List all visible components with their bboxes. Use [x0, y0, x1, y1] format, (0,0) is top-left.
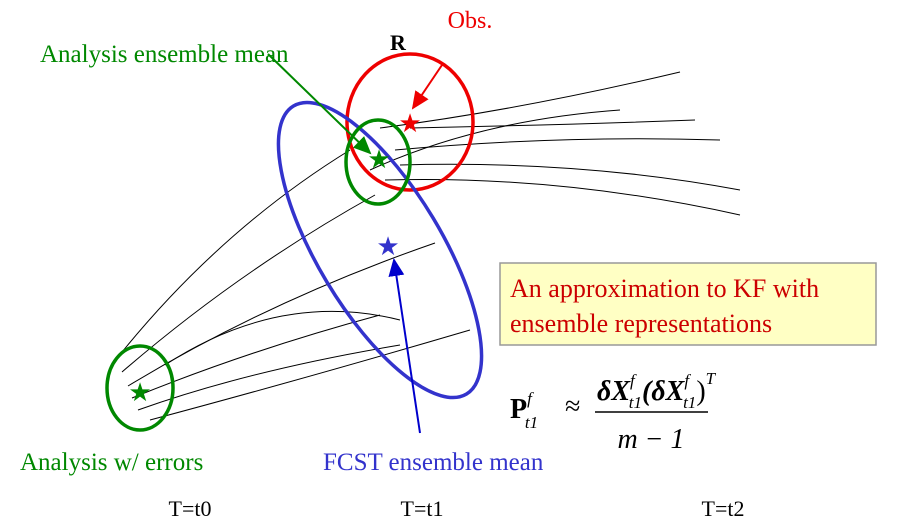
- denominator: m − 1: [617, 424, 684, 455]
- obs-label: Obs.: [448, 8, 493, 34]
- note-line: An approximation to KF with: [510, 274, 819, 303]
- fcst-arrow: [388, 258, 421, 434]
- sym: P: [510, 394, 527, 425]
- approx: ≈: [565, 391, 580, 422]
- sub: t1: [525, 413, 538, 432]
- r-label: R: [390, 30, 407, 55]
- svg-text:★: ★: [376, 232, 399, 261]
- svg-text:★: ★: [128, 378, 151, 407]
- time-label: T=t0: [169, 496, 212, 521]
- sup: T: [706, 369, 717, 388]
- svg-text:★: ★: [367, 145, 390, 174]
- sub: t1: [629, 393, 642, 412]
- sym: δX: [597, 376, 631, 407]
- fcst-mean-label: FCST ensemble mean: [323, 449, 544, 476]
- analysis-ellipse: [344, 118, 412, 206]
- initial-ellipse: [105, 344, 175, 432]
- fcst-ellipse: [276, 100, 484, 400]
- note-box: [499, 262, 877, 346]
- analysis-errors-label: Analysis w/ errors: [20, 449, 203, 476]
- sym: (δX: [642, 376, 686, 407]
- sup: f: [684, 371, 691, 390]
- sup: f: [527, 389, 534, 408]
- formula-lhs: Pf t1: [510, 389, 538, 432]
- stars: ★ ★ ★ ★: [128, 109, 421, 407]
- note-line: ensemble representations: [510, 309, 772, 338]
- mean-arrow: [267, 53, 372, 155]
- numerator: δXf t1(δXf t1)T: [597, 369, 717, 412]
- time-label: T=t2: [702, 496, 745, 521]
- sub: t1: [683, 393, 696, 412]
- svg-text:★: ★: [398, 109, 421, 138]
- sup: f: [630, 371, 637, 390]
- time-label: T=t1: [401, 496, 444, 521]
- formula: Pf t1 ≈ δXf t1(δXf t1)T m − 1: [510, 369, 717, 455]
- obs-circle: [345, 52, 475, 192]
- sym: ): [696, 376, 705, 407]
- trajectories: [117, 71, 741, 421]
- analysis-mean-label: Analysis ensemble mean: [40, 41, 289, 68]
- obs-arrow: [411, 64, 443, 110]
